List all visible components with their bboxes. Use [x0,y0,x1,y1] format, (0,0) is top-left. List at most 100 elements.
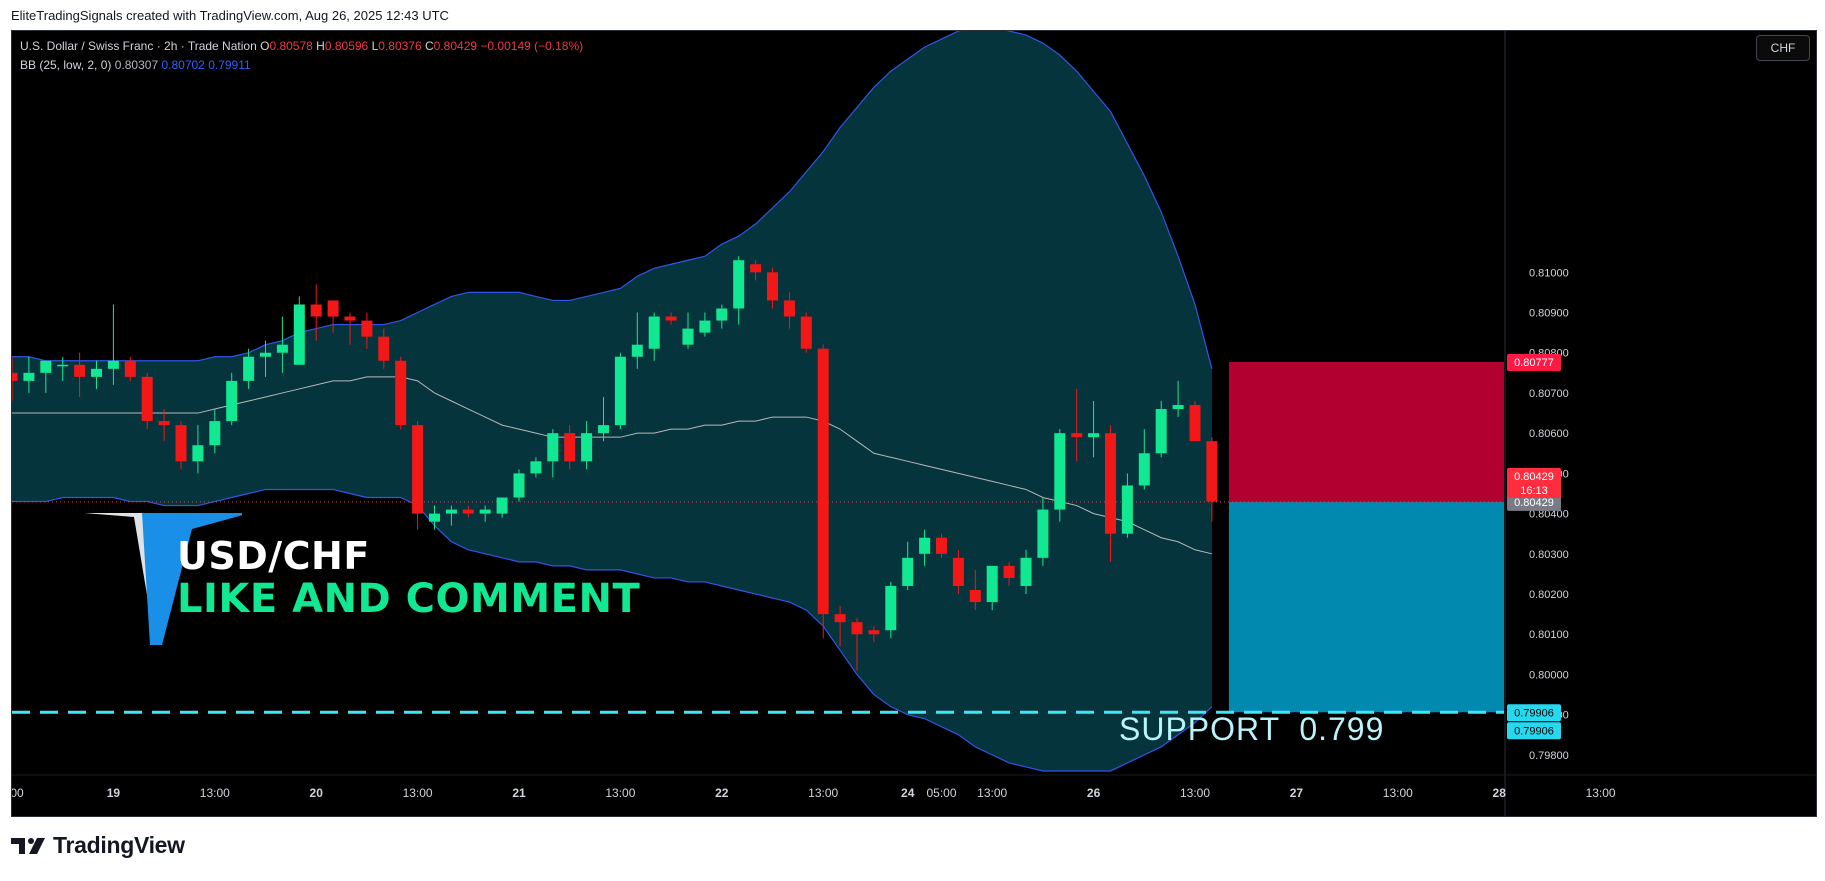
price-axis-label-bg [1507,353,1561,371]
legend-bb-basis: 0.80307 [114,58,159,72]
candle [395,356,407,430]
legend-bb-label: BB (25, low, 2, 0) [20,58,112,72]
candle-body [767,272,778,301]
price-axis-label-text: 0.80777 [1514,357,1554,369]
bollinger-legend[interactable]: BB (25, low, 2, 0) 0.80307 0.80702 0.799… [20,58,251,72]
candle-body [581,433,593,462]
x-tick-label: 3:00 [12,786,24,800]
stop-loss-zone [1228,361,1504,502]
brand-footer[interactable]: TradingView [11,832,185,859]
candle [276,316,288,373]
candle-body [1071,433,1083,438]
candle-body [496,497,508,514]
candle [834,606,846,647]
candle [158,409,170,442]
candle-body [395,360,407,426]
price-axis-label-text: 0.79906 [1514,725,1554,737]
x-tick-label: 05:00 [926,786,956,800]
last-price-value: 0.80429 [1514,471,1554,483]
candle-body [192,445,204,462]
candle [614,352,626,430]
candle [192,425,204,474]
candle-body [682,328,694,345]
candle [817,344,829,639]
y-tick-label: 0.79800 [1529,750,1569,762]
candle-body [1088,433,1100,438]
candle-body [817,348,829,615]
candle [767,268,778,309]
candle [783,292,795,329]
candle-body [851,622,863,635]
price-axis [1505,31,1816,816]
y-tick-label: 0.80900 [1529,308,1569,320]
candle [902,541,914,591]
candle-body [361,320,373,337]
legend-high-value: 0.80596 [324,39,369,53]
candle [716,304,728,329]
x-tick-label: 13:00 [200,786,230,800]
candle-body [412,425,424,514]
x-tick-label: 13:00 [1180,786,1210,800]
candle [1105,425,1116,562]
candle [800,312,812,353]
ohlc-legend[interactable]: U.S. Dollar / Swiss Franc · 2h · Trade N… [20,39,583,53]
candle-body [834,614,846,623]
legend-close-value: 0.80429 [433,39,478,53]
candle [1020,549,1032,595]
candle-body [293,304,305,365]
candle-body [243,356,255,381]
price-chart[interactable]: 0.810000.809000.808000.807000.806000.805… [12,31,1816,816]
candle-body [260,352,271,357]
legend-low-label: L [371,39,379,53]
candle-body [429,513,440,522]
candle-body [919,537,931,554]
candle-body [1155,409,1167,454]
candle [1088,400,1100,458]
candle [1138,429,1150,490]
candle-body [631,344,643,357]
x-tick-label: 20 [310,786,324,800]
take-profit-zone [1228,501,1504,713]
candle-body [868,630,880,635]
legend-symbol: U.S. Dollar / Swiss Franc · 2h · Trade N… [20,39,257,53]
candle-body [1105,433,1116,534]
candle [91,360,102,389]
candle [530,457,542,478]
candle-body [209,421,221,446]
legend-close-label: C [425,39,434,53]
candle-body [276,344,288,353]
plot-area [12,31,1504,772]
price-axis-label: 0.80429 [1507,493,1561,511]
candle [107,304,119,385]
candle-body [40,360,52,373]
candle [1037,497,1049,566]
candle [598,396,609,442]
bollinger-lower-line [12,488,1213,772]
candle-body [1037,509,1049,558]
y-tick-label: 0.80100 [1529,629,1569,641]
price-axis-label: 0.80777 [1507,353,1561,371]
chart-panel[interactable]: 0.810000.809000.808000.807000.806000.805… [11,30,1817,817]
candle [682,312,694,349]
candle-body [733,260,745,309]
candle [936,533,947,558]
candle-body [1189,405,1201,442]
candle [986,565,998,611]
candle [581,421,593,470]
candle [12,356,18,401]
candle [919,529,931,566]
legend-low-value: 0.80376 [378,39,422,53]
candle-body [23,372,35,381]
candle-body [1172,405,1184,410]
candle [378,328,390,369]
candle-body [344,316,356,321]
currency-button[interactable]: CHF [1756,35,1810,61]
candle-body [986,565,998,603]
candle-body [12,372,18,381]
candle-body [1020,557,1032,586]
price-axis-label: 0.79906 [1507,722,1561,740]
candle [1071,388,1083,462]
candle [631,312,643,369]
candle-body [1138,453,1150,486]
candle-body [158,421,170,426]
